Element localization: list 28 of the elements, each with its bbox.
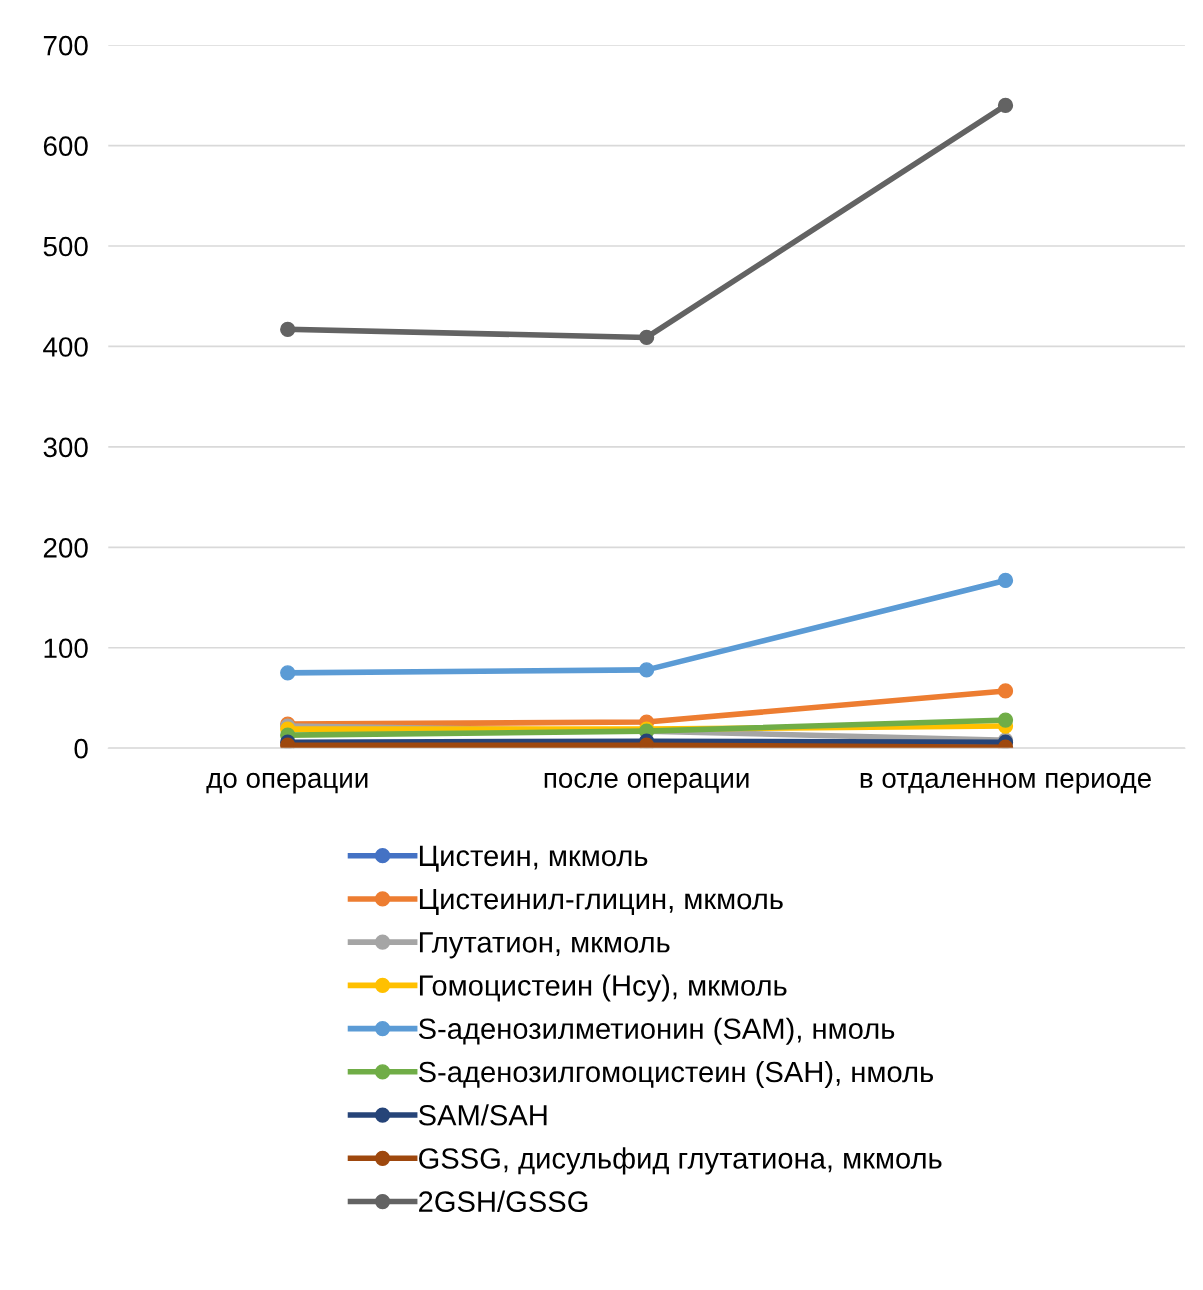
point <box>997 97 1014 114</box>
y-tick-label: 200 <box>43 538 88 558</box>
legend-label: 2GSH/GSSG <box>419 1190 588 1213</box>
legend-label: Цистеинил-глицин, мкмоль <box>419 889 783 915</box>
point <box>638 662 655 678</box>
legend-label: S-аденозилгомоцистеин (SAH), нмоль <box>418 1060 934 1089</box>
legend-label: SAM/SAH <box>418 1104 547 1126</box>
y-tick-label: 700 <box>43 35 88 56</box>
legend-label: Глутатион, мкмоль <box>419 932 670 959</box>
point <box>280 321 296 338</box>
y-tick-label: 500 <box>43 236 88 257</box>
x-tick-label: до операции <box>206 772 368 794</box>
x-tick-label: в отдаленном периоде <box>860 772 1151 794</box>
legend-label: S-аденозилметионин (SAM), нмоль <box>418 1017 895 1045</box>
point <box>638 329 655 346</box>
point <box>997 683 1014 699</box>
legend-label: Гомоцистеин (Hcy), мкмоль <box>419 974 787 1002</box>
x-tick-label: после операции <box>544 772 749 794</box>
point <box>997 712 1014 728</box>
y-tick-label: 100 <box>44 638 88 659</box>
point <box>280 665 296 681</box>
legend-label: GSSG, дисульфид глутатиона, мкмоль <box>419 1147 942 1175</box>
y-tick-label: 600 <box>43 136 88 156</box>
y-tick-label: 0 <box>74 738 88 759</box>
y-tick-label: 400 <box>43 337 88 357</box>
point <box>997 572 1014 589</box>
legend-label: Цистеин, мкмоль <box>419 845 648 872</box>
y-tick-label: 300 <box>43 437 88 458</box>
